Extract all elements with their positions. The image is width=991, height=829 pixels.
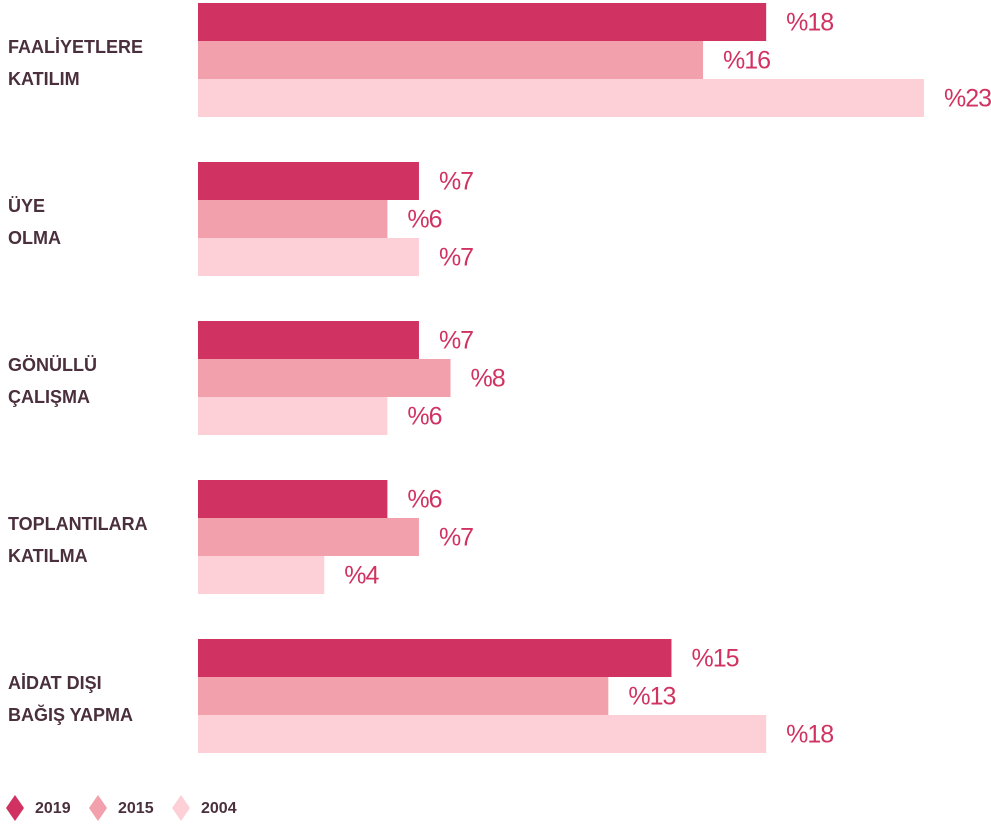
category-label: FAALİYETLERE (8, 37, 143, 57)
bar (198, 162, 419, 200)
legend-label: 2019 (35, 800, 71, 817)
value-label: %7 (439, 168, 473, 196)
legend-label: 2015 (118, 800, 154, 817)
category-label: BAĞIŞ YAPMA (8, 704, 133, 725)
legend-marker (6, 795, 24, 821)
value-label: %6 (407, 206, 441, 234)
bar (198, 321, 419, 359)
bar (198, 359, 451, 397)
value-label: %16 (723, 47, 770, 75)
category-label: KATILMA (8, 546, 88, 566)
value-label: %7 (439, 524, 473, 552)
bar (198, 677, 609, 715)
value-label: %23 (944, 85, 991, 113)
category-label: ÇALIŞMA (8, 387, 90, 407)
bar (198, 556, 325, 594)
value-label: %18 (786, 721, 833, 749)
value-label: %18 (786, 9, 833, 37)
category-label: GÖNÜLLÜ (8, 355, 97, 375)
bar (198, 3, 767, 41)
value-label: %6 (407, 403, 441, 431)
bar (198, 480, 388, 518)
bar (198, 715, 767, 753)
value-label: %7 (439, 244, 473, 272)
category-label: TOPLANTILARA (8, 514, 148, 534)
bar (198, 41, 704, 79)
bar (198, 238, 419, 276)
bar (198, 397, 388, 435)
bar (198, 79, 924, 117)
legend-marker (172, 795, 190, 821)
bar (198, 518, 419, 556)
bar (198, 639, 672, 677)
value-label: %15 (691, 645, 738, 673)
category-label: AİDAT DIŞI (8, 673, 102, 693)
category-label: ÜYE (8, 196, 45, 216)
value-label: %4 (344, 562, 379, 590)
legend-label: 2004 (201, 800, 237, 817)
value-label: %6 (407, 486, 441, 514)
bar (198, 200, 388, 238)
category-label: OLMA (8, 228, 61, 248)
value-label: %8 (471, 365, 505, 393)
value-label: %13 (628, 683, 675, 711)
value-label: %7 (439, 327, 473, 355)
category-label: KATILIM (8, 69, 80, 89)
legend-marker (89, 795, 107, 821)
